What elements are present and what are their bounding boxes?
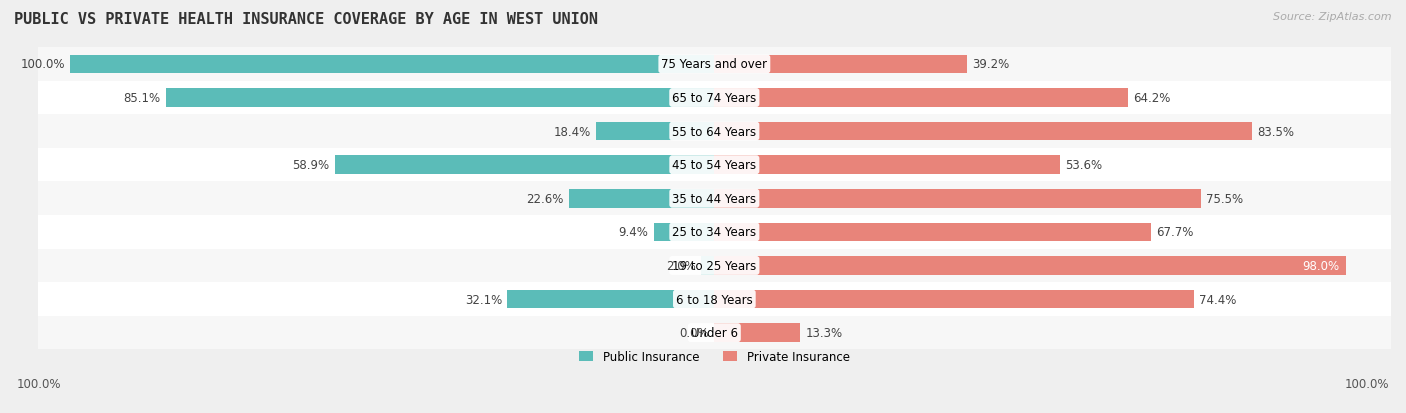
Bar (714, 55, 967, 74)
Text: 39.2%: 39.2% (972, 58, 1010, 71)
Text: 64.2%: 64.2% (1133, 92, 1171, 105)
Text: 25 to 34 Years: 25 to 34 Years (672, 226, 756, 239)
Bar (335, 156, 714, 175)
Bar (714, 324, 800, 342)
Text: 55 to 64 Years: 55 to 64 Years (672, 125, 756, 138)
Text: 98.0%: 98.0% (1302, 259, 1340, 272)
Bar (38, 149, 1391, 182)
Bar (568, 190, 714, 208)
Text: 100.0%: 100.0% (17, 377, 62, 390)
Bar (38, 48, 1391, 81)
Text: 22.6%: 22.6% (526, 192, 564, 205)
Bar (38, 182, 1391, 216)
Bar (714, 256, 1346, 275)
Text: 83.5%: 83.5% (1257, 125, 1295, 138)
Text: 45 to 54 Years: 45 to 54 Years (672, 159, 756, 172)
Text: 6 to 18 Years: 6 to 18 Years (676, 293, 752, 306)
Text: 13.3%: 13.3% (806, 326, 842, 339)
Bar (702, 256, 714, 275)
Text: 75.5%: 75.5% (1206, 192, 1243, 205)
Text: PUBLIC VS PRIVATE HEALTH INSURANCE COVERAGE BY AGE IN WEST UNION: PUBLIC VS PRIVATE HEALTH INSURANCE COVER… (14, 12, 598, 27)
Legend: Public Insurance, Private Insurance: Public Insurance, Private Insurance (575, 345, 855, 368)
Text: 35 to 44 Years: 35 to 44 Years (672, 192, 756, 205)
Text: 9.4%: 9.4% (619, 226, 648, 239)
Bar (714, 290, 1194, 309)
Bar (654, 223, 714, 242)
Text: 65 to 74 Years: 65 to 74 Years (672, 92, 756, 105)
Bar (714, 190, 1201, 208)
Text: 2.0%: 2.0% (666, 259, 696, 272)
Text: 53.6%: 53.6% (1064, 159, 1102, 172)
Bar (38, 81, 1391, 115)
Text: 18.4%: 18.4% (554, 125, 591, 138)
Bar (38, 216, 1391, 249)
Text: Source: ZipAtlas.com: Source: ZipAtlas.com (1274, 12, 1392, 22)
Text: 67.7%: 67.7% (1156, 226, 1194, 239)
Bar (38, 249, 1391, 282)
Text: 100.0%: 100.0% (1344, 377, 1389, 390)
Text: 19 to 25 Years: 19 to 25 Years (672, 259, 756, 272)
Bar (714, 89, 1128, 107)
Bar (38, 316, 1391, 349)
Bar (38, 282, 1391, 316)
Bar (70, 55, 714, 74)
Bar (596, 123, 714, 141)
Bar (508, 290, 714, 309)
Text: 0.0%: 0.0% (679, 326, 709, 339)
Text: 75 Years and over: 75 Years and over (661, 58, 768, 71)
Text: 100.0%: 100.0% (20, 58, 65, 71)
Text: 58.9%: 58.9% (292, 159, 329, 172)
Text: 74.4%: 74.4% (1199, 293, 1236, 306)
Text: 85.1%: 85.1% (124, 92, 160, 105)
Bar (714, 156, 1060, 175)
Bar (166, 89, 714, 107)
Text: 32.1%: 32.1% (465, 293, 502, 306)
Bar (714, 123, 1253, 141)
Bar (714, 223, 1150, 242)
Text: Under 6: Under 6 (690, 326, 738, 339)
Bar (38, 115, 1391, 149)
